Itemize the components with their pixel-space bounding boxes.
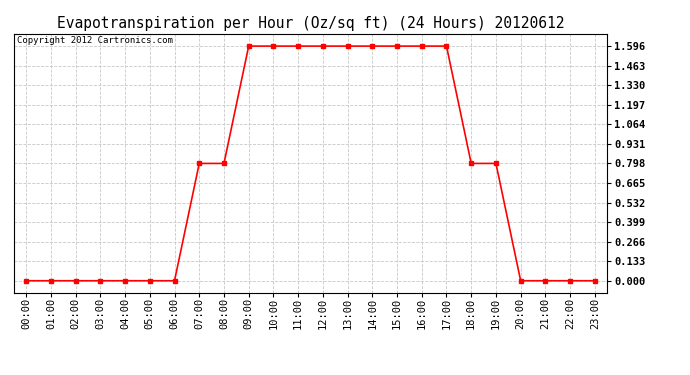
Text: Copyright 2012 Cartronics.com: Copyright 2012 Cartronics.com <box>17 36 172 45</box>
Title: Evapotranspiration per Hour (Oz/sq ft) (24 Hours) 20120612: Evapotranspiration per Hour (Oz/sq ft) (… <box>57 16 564 31</box>
